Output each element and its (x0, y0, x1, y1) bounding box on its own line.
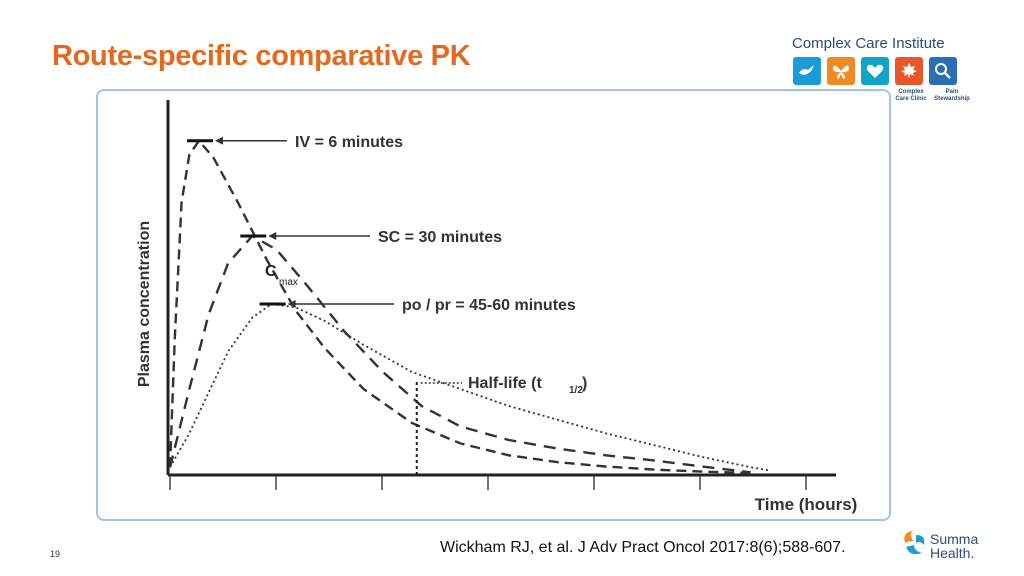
slide-number: 19 (50, 549, 61, 559)
leader-arrow-1 (268, 232, 277, 240)
half-life-label: Half-life (t (468, 375, 542, 392)
summa-name: Summa Health. (930, 531, 979, 561)
curve-2 (169, 303, 771, 472)
complex-care-institute-logo: Complex Care Institute Complex Care Clin… (790, 33, 980, 105)
maple-leaf-icon (895, 57, 923, 85)
logo-sub-label-clinic: Complex Care Clinic (895, 89, 927, 102)
annotations: IV = 6 minutes SC = 30 minutes po / pr = 4… (187, 134, 587, 475)
series-label-1: SC = 30 minutes (378, 229, 502, 246)
half-life-close-paren: ) (582, 375, 587, 392)
cmax-label: C (265, 263, 277, 280)
chart-axes (166, 100, 836, 477)
y-axis-label: Plasma concentration (136, 221, 153, 387)
series-label-0: IV = 6 minutes (295, 134, 403, 151)
heart-hands-icon (861, 57, 889, 85)
summa-health-logo: Summa Health. (900, 525, 990, 565)
logo-title: Complex Care Institute (792, 35, 945, 52)
x-axis-label: Time (hours) (755, 495, 858, 514)
logo-icon-row (793, 57, 957, 85)
curve-0 (168, 138, 751, 475)
half-life-sub-label: 1/2 (569, 385, 583, 396)
chart-frame (96, 89, 891, 521)
butterfly-icon (827, 57, 855, 85)
series-label-2: po / pr = 45-60 minutes (402, 297, 576, 314)
leader-arrow-0 (215, 136, 224, 145)
citation: Wickham RJ, et al. J Adv Pract Oncol 201… (440, 539, 846, 556)
summa-mark-icon (904, 531, 925, 555)
dove-icon (793, 57, 821, 85)
slide-title: Route-specific comparative PK (52, 40, 471, 72)
curve-1 (168, 234, 751, 474)
curves (168, 138, 771, 475)
cmax-sub-label: max (279, 277, 298, 288)
x-ticks (169, 476, 807, 490)
leader-arrow-2 (287, 300, 296, 308)
logo-sub-label-pain: Pain Stewardship (934, 89, 970, 102)
magnifier-icon (929, 57, 957, 85)
